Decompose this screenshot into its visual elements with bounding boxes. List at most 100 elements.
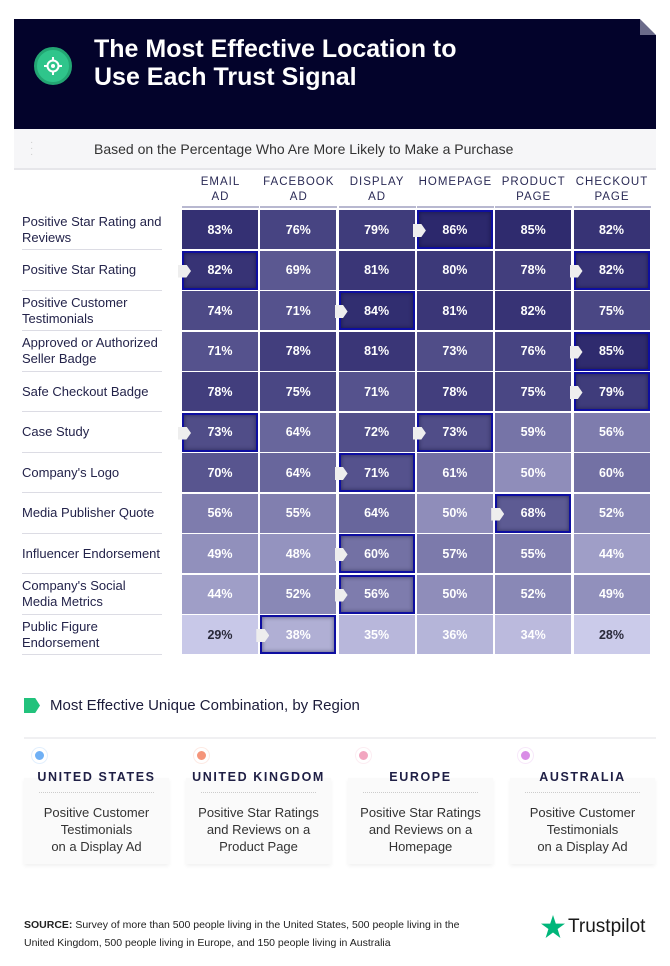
cell-value: 74% bbox=[207, 303, 233, 318]
region-combination: Positive Star Ratings and Reviews on a P… bbox=[198, 805, 319, 854]
best-marker-icon bbox=[334, 305, 348, 318]
cell-value: 78% bbox=[285, 344, 311, 358]
source-label: SOURCE: bbox=[24, 919, 73, 931]
cell-value: 78% bbox=[520, 263, 546, 277]
cell-value: 81% bbox=[442, 303, 468, 318]
heatmap-cell: 55% bbox=[495, 534, 572, 573]
row-label: Approved or Authorized Seller Badge bbox=[22, 332, 162, 372]
region-card: UNITED STATES Positive Customer Testimoni… bbox=[24, 748, 169, 864]
heatmap-cell: 50% bbox=[416, 574, 493, 614]
heatmap-cell: 59% bbox=[495, 412, 572, 452]
heatmap-cell: 48% bbox=[260, 534, 337, 573]
cell-value: 52% bbox=[285, 587, 311, 601]
cell-value: 83% bbox=[207, 222, 233, 237]
dotted-divider bbox=[39, 792, 154, 793]
heatmap-cell: 28% bbox=[573, 615, 650, 654]
heatmap-cell: 86% bbox=[412, 210, 493, 249]
heatmap-cell: 29% bbox=[182, 615, 258, 654]
cell-value: 79% bbox=[364, 222, 390, 237]
cell-value: 78% bbox=[207, 384, 233, 399]
heatmap-cell: 34% bbox=[495, 615, 572, 654]
cell-value: 75% bbox=[520, 384, 546, 399]
cell-value: 60% bbox=[364, 546, 390, 561]
column-header: FACEBOOK AD bbox=[260, 175, 338, 208]
heatmap-cell: 73% bbox=[178, 412, 258, 452]
column-header: DISPLAY AD bbox=[338, 175, 416, 208]
cell-value: 52% bbox=[598, 506, 625, 520]
cell-value: 55% bbox=[285, 506, 311, 520]
title-line-2: Use Each Trust Signal bbox=[94, 63, 357, 91]
heatmap-cell: 71% bbox=[260, 291, 337, 330]
cell-value: 50% bbox=[442, 506, 468, 520]
column-header-line: AD bbox=[289, 191, 308, 203]
row-label: Company's Social Media Metrics bbox=[22, 575, 162, 615]
cell-value: 44% bbox=[598, 546, 625, 561]
cell-value: 73% bbox=[442, 344, 468, 358]
cell-value: 85% bbox=[520, 222, 546, 237]
cell-value: 50% bbox=[520, 465, 546, 480]
heatmap-cell: 81% bbox=[338, 250, 415, 290]
heatmap-cell: 84% bbox=[334, 291, 415, 330]
cell-value: 29% bbox=[207, 627, 233, 642]
heatmap-cell: 61% bbox=[416, 453, 493, 492]
column-header: CHECKOUT PAGE bbox=[573, 175, 651, 208]
heatmap-cell: 78% bbox=[495, 250, 572, 290]
source-note: SOURCE: Survey of more than 500 people l… bbox=[24, 916, 464, 952]
heatmap-cell: 79% bbox=[338, 210, 415, 249]
cell-value: 82% bbox=[520, 303, 546, 318]
heatmap-cell: 85% bbox=[569, 331, 650, 371]
heatmap-cell: 64% bbox=[260, 412, 337, 452]
row-label: Media Publisher Quote bbox=[22, 494, 162, 534]
heatmap-cell: 69% bbox=[260, 250, 337, 290]
row-label: Influencer Endorsement bbox=[22, 534, 162, 574]
region-dot-icon bbox=[194, 748, 209, 763]
heatmap-cell: 72% bbox=[338, 412, 415, 452]
cell-value: 35% bbox=[364, 627, 390, 642]
divider bbox=[24, 737, 656, 739]
cell-value: 60% bbox=[598, 465, 625, 480]
cell-value: 73% bbox=[442, 425, 468, 439]
heatmap-cell: 79% bbox=[569, 372, 650, 411]
cell-value: 71% bbox=[364, 384, 390, 399]
region-dot-icon bbox=[32, 748, 47, 763]
cell-value: 68% bbox=[520, 506, 546, 520]
heatmap-cell: 52% bbox=[495, 574, 572, 614]
heatmap-cell: 56% bbox=[573, 412, 650, 452]
row-label: Public Figure Endorsement bbox=[22, 615, 162, 655]
dotted-divider bbox=[201, 792, 316, 793]
dots-icon: · · · bbox=[30, 137, 34, 160]
cell-value: 64% bbox=[285, 465, 311, 480]
row-label: Safe Checkout Badge bbox=[22, 372, 162, 412]
best-marker-icon bbox=[256, 629, 270, 642]
heatmap-cell: 71% bbox=[338, 372, 415, 411]
heatmap-cell: 75% bbox=[495, 372, 572, 411]
cell-value: 82% bbox=[207, 263, 233, 277]
cell-value: 49% bbox=[598, 587, 625, 601]
cell-value: 82% bbox=[598, 222, 625, 237]
heatmap-cell: 78% bbox=[260, 331, 337, 371]
header-banner: The Most Effective Location to Use Each … bbox=[14, 19, 656, 129]
cell-value: 76% bbox=[520, 344, 546, 358]
heatmap-cell: 57% bbox=[416, 534, 493, 573]
heatmap-cell: 64% bbox=[260, 453, 337, 492]
column-header: PRODUCT PAGE bbox=[495, 175, 573, 208]
column-header-line: EMAIL bbox=[200, 176, 241, 188]
heatmap-cell: 82% bbox=[495, 291, 572, 330]
subtitle-bar: · · · Based on the Percentage Who Are More… bbox=[14, 129, 656, 170]
trustpilot-logo: Trustpilot bbox=[541, 915, 645, 938]
region-combination: Positive Star Ratings and Reviews on a H… bbox=[360, 805, 481, 854]
heatmap-cell: 83% bbox=[182, 210, 258, 249]
heatmap-cell: 44% bbox=[573, 534, 650, 573]
cell-value: 82% bbox=[598, 263, 625, 277]
heatmap-cell: 50% bbox=[495, 453, 572, 492]
cell-value: 52% bbox=[520, 587, 546, 601]
heatmap-cell: 55% bbox=[260, 493, 337, 533]
heatmap-cell: 60% bbox=[334, 534, 415, 573]
heatmap-cell: 56% bbox=[334, 574, 415, 614]
heatmap-cell: 75% bbox=[260, 372, 337, 411]
cell-value: 71% bbox=[364, 465, 390, 480]
heatmap-cell: 35% bbox=[338, 615, 415, 654]
page-fold bbox=[640, 19, 656, 35]
heatmap-cell: 81% bbox=[338, 331, 415, 371]
heatmap-cell: 68% bbox=[491, 493, 572, 533]
